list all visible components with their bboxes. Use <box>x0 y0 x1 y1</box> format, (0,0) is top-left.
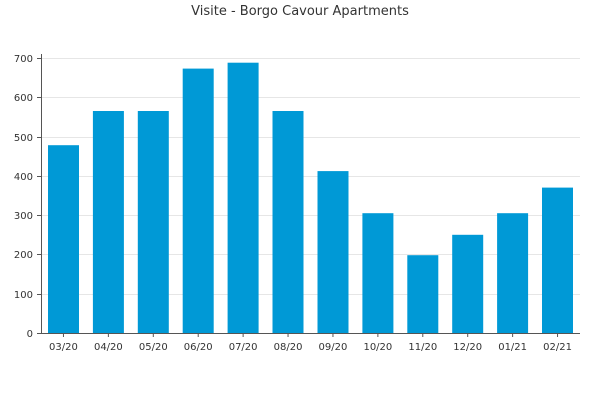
bars <box>48 62 573 333</box>
bar-09-20 <box>317 171 349 333</box>
bar-02-21 <box>542 187 573 333</box>
bar-12-20 <box>452 234 484 333</box>
bar-07-20 <box>227 62 259 333</box>
bar-08-20 <box>272 111 304 333</box>
x-axis-ticks: 03/20 04/20 05/20 06/20 07/20 08/20 09/20 10/20… <box>49 333 572 353</box>
bar-05-20 <box>137 111 169 333</box>
y-tick-label: 400 <box>14 172 33 183</box>
x-tick-label: 03/20 <box>49 342 78 353</box>
y-tick-label: 100 <box>14 290 33 301</box>
x-tick-label: 06/20 <box>184 342 213 353</box>
gridlines <box>41 58 580 295</box>
x-tick-label: 01/21 <box>498 342 527 353</box>
x-tick-label: 02/21 <box>543 342 572 353</box>
bar-03-20 <box>48 145 79 333</box>
bar-06-20 <box>182 68 214 333</box>
x-tick-label: 07/20 <box>229 342 258 353</box>
x-tick-label: 08/20 <box>274 342 303 353</box>
y-tick-label: 500 <box>14 133 33 144</box>
bar-10-20 <box>362 213 394 333</box>
x-tick-label: 10/20 <box>363 342 392 353</box>
y-tick-label: 600 <box>14 93 33 104</box>
y-tick-label: 200 <box>14 250 33 261</box>
axes <box>41 54 580 334</box>
x-tick-label: 04/20 <box>94 342 123 353</box>
y-tick-label: 700 <box>14 54 33 65</box>
bar-11-20 <box>407 255 439 333</box>
y-axis-ticks: 0 100 200 300 400 500 600 700 <box>14 54 41 340</box>
x-tick-label: 09/20 <box>319 342 348 353</box>
bar-04-20 <box>92 111 124 333</box>
x-tick-label: 05/20 <box>139 342 168 353</box>
y-tick-label: 300 <box>14 211 33 222</box>
chart-title: Visite - Borgo Cavour Apartments <box>191 4 409 19</box>
bar-01-21 <box>497 213 529 333</box>
x-tick-label: 11/20 <box>408 342 437 353</box>
y-tick-label: 0 <box>27 329 33 340</box>
x-tick-label: 12/20 <box>453 342 482 353</box>
